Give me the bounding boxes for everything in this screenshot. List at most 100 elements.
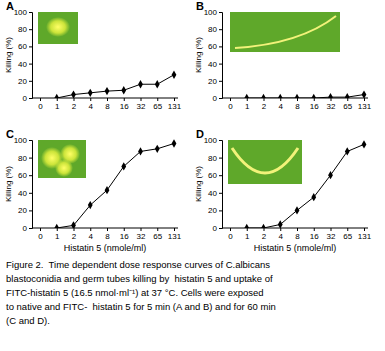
tick: 4 <box>279 228 284 241</box>
tick-mark <box>29 228 32 229</box>
data-point <box>88 201 93 209</box>
tick-label: 0 <box>228 102 233 111</box>
tick: 65 <box>343 98 352 111</box>
tick: 100 <box>204 8 222 17</box>
tick-mark <box>174 98 175 101</box>
tick: 16 <box>310 228 319 241</box>
tick: 0 <box>213 224 222 233</box>
y-axis-title: Killing (%) <box>4 166 13 202</box>
data-point <box>71 221 76 228</box>
tick: 100 <box>204 136 222 145</box>
data-point <box>155 145 160 153</box>
tick: 131 <box>168 98 182 111</box>
tick: 2 <box>72 228 77 241</box>
tick-label: 80 <box>18 154 27 163</box>
tick: 20 <box>18 206 32 215</box>
data-point <box>345 147 350 155</box>
data-point <box>278 94 283 98</box>
tick-label: 16 <box>120 102 129 111</box>
tick-mark <box>347 98 348 101</box>
tick-label: 8 <box>105 102 110 111</box>
x-axis-title: Histatin 5 (nmole/ml) <box>64 243 147 253</box>
tick: 32 <box>137 98 146 111</box>
tick-label: 1 <box>245 232 250 241</box>
axis-line <box>222 98 368 99</box>
axis-line <box>222 228 368 229</box>
panel-label: B <box>196 0 204 12</box>
panel: 02040608010001248163265131DKilling (%)Hi… <box>194 128 372 253</box>
plot-area <box>54 71 176 98</box>
tick: 20 <box>208 77 222 86</box>
tick: 0 <box>228 228 233 241</box>
panel-label: A <box>6 0 14 12</box>
inset-cell <box>46 17 70 37</box>
tick-mark <box>219 228 222 229</box>
tick-label: 65 <box>153 232 162 241</box>
tick-label: 80 <box>208 154 217 163</box>
tick-label: 40 <box>208 189 217 198</box>
x-axis-title: Histatin 5 (nmole/ml) <box>254 243 337 253</box>
data-point <box>138 80 143 88</box>
tick-label: 32 <box>137 102 146 111</box>
tick: 131 <box>358 228 372 241</box>
tick-label: 1 <box>55 102 60 111</box>
tick-mark <box>219 46 222 47</box>
inset-background <box>38 12 78 44</box>
tick-label: 40 <box>208 60 217 69</box>
tick-label: 131 <box>358 232 372 241</box>
tick-mark <box>219 98 222 99</box>
tick-label: 80 <box>208 25 217 34</box>
tick-mark <box>219 64 222 65</box>
data-point <box>244 224 249 228</box>
tick: 1 <box>55 98 60 111</box>
tick: 0 <box>23 224 32 233</box>
tick-label: 2 <box>262 232 267 241</box>
axis-line <box>32 228 178 229</box>
x-axis: 01248163265131 <box>32 98 182 111</box>
axis-line <box>32 98 178 99</box>
tick: 32 <box>327 228 336 241</box>
tick-label: 16 <box>310 102 319 111</box>
inset-image <box>228 140 302 184</box>
tick-mark <box>29 193 32 194</box>
inset-background <box>230 12 340 52</box>
tick-label: 131 <box>168 102 182 111</box>
tick: 65 <box>153 228 162 241</box>
tick: 131 <box>168 228 182 241</box>
tick-label: 80 <box>18 25 27 34</box>
tick-label: 40 <box>18 60 27 69</box>
tick-mark <box>280 98 281 101</box>
tick-mark <box>364 98 365 101</box>
tick-mark <box>219 175 222 176</box>
inset-cell <box>55 159 73 177</box>
tick-mark <box>219 158 222 159</box>
x-axis: 01248163265131 <box>32 228 182 241</box>
panel: 02040608010001248163265131CKilling (%)Hi… <box>4 128 182 253</box>
data-point <box>54 94 59 98</box>
tick-mark <box>74 98 75 101</box>
tick-mark <box>219 210 222 211</box>
tick-mark <box>29 175 32 176</box>
tick: 60 <box>208 171 222 180</box>
data-point <box>105 186 110 194</box>
tick-mark <box>347 228 348 231</box>
tick-mark <box>314 98 315 101</box>
tick: 60 <box>18 171 32 180</box>
tick-label: 60 <box>18 42 27 51</box>
data-point <box>261 224 266 228</box>
y-axis: 020406080100 <box>14 8 33 103</box>
tick: 4 <box>89 98 94 111</box>
tick: 2 <box>262 98 267 111</box>
plot-area <box>54 139 176 228</box>
axis-line <box>29 13 33 99</box>
tick: 16 <box>310 98 319 111</box>
tick-mark <box>297 228 298 231</box>
axis-line <box>29 141 33 229</box>
tick-label: 100 <box>14 136 28 145</box>
tick: 2 <box>72 98 77 111</box>
tick: 40 <box>208 60 222 69</box>
tick-label: 1 <box>55 232 60 241</box>
tick-mark <box>107 98 108 101</box>
tick-mark <box>364 228 365 231</box>
panel-label: D <box>196 128 204 140</box>
